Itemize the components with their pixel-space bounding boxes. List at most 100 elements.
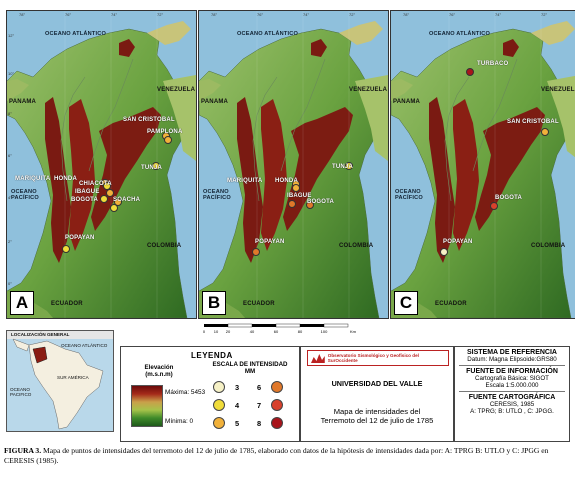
land-area xyxy=(199,28,380,318)
terrain-map xyxy=(391,11,575,318)
map-panel-b: 78° 76° 74° 72° OCEANO ATLÁNTICO PANAMA VENEZU… xyxy=(198,10,389,319)
longitude-tick: 76° xyxy=(257,12,264,17)
western-cordillera xyxy=(237,97,263,263)
intensity-item: 6 xyxy=(257,381,284,393)
city-marker[interactable] xyxy=(345,162,353,170)
western-cordillera xyxy=(429,97,455,263)
intensity-item: 5 xyxy=(213,417,239,429)
venezuela-land xyxy=(547,75,575,158)
scale-bar: 0 10 20 40 60 80 100 Km xyxy=(203,323,357,334)
terrain-map xyxy=(199,11,388,318)
river-0 xyxy=(88,58,134,172)
inset-atlantic-label: OCEANO ATLÁNTICO xyxy=(61,343,108,348)
atlantic-label: OCEANO ATLÁNTICO xyxy=(429,31,490,37)
intensity-swatch xyxy=(271,399,284,411)
cartographic-source-text-1: CERESIS, 1985 xyxy=(489,401,535,408)
river-1 xyxy=(444,76,470,202)
city-label: MARIQUITA xyxy=(15,176,51,182)
atlantic-label: OCEANO ATLÁNTICO xyxy=(45,31,106,37)
city-marker[interactable] xyxy=(100,195,108,203)
guajira-peninsula xyxy=(339,21,383,45)
city-label: BOGOTA xyxy=(71,197,99,203)
city-label: POPAYAN xyxy=(443,239,473,245)
longitude-tick: 78° xyxy=(211,12,218,17)
scale-tick-label: 60 xyxy=(274,329,279,334)
city-marker[interactable] xyxy=(252,248,260,256)
latitude-tick: 10° xyxy=(8,71,15,76)
legend-title: LEYENDA xyxy=(191,351,233,360)
longitude-tick: 78° xyxy=(403,12,410,17)
city-marker[interactable] xyxy=(110,204,118,212)
city-marker[interactable] xyxy=(164,136,172,144)
guajira-peninsula xyxy=(531,21,575,45)
info-source-heading: FUENTE DE INFORMACIÓN xyxy=(466,368,558,375)
colombia-label: COLOMBIA xyxy=(339,243,374,249)
central-cordillera xyxy=(453,99,479,251)
city-label: HONDA xyxy=(54,176,77,182)
scale-tick-label: 10 xyxy=(214,329,219,334)
panama-land xyxy=(391,79,413,101)
intensity-value: 4 xyxy=(235,400,240,410)
venezuela-label: VENEZUELA xyxy=(349,87,388,93)
inset-pacific-label: OCEANO PACIFICO xyxy=(10,387,32,397)
intensity-scale-title: ESCALA DE INTENSIDAD MM xyxy=(212,361,288,375)
city-label: IBAGUE xyxy=(75,189,100,195)
map-panel-a: 78° 76° 74° 72° 12° 10° 8° 6° 4° 2° 0° OCEANO ATLÁN… xyxy=(6,10,197,319)
city-marker[interactable] xyxy=(541,128,549,136)
western-cordillera xyxy=(45,97,71,263)
city-marker[interactable] xyxy=(152,162,160,170)
city-marker[interactable] xyxy=(114,198,122,206)
inset-title: LOCALIZACIÓN GENERAL xyxy=(11,332,70,337)
latitude-tick: 12° xyxy=(8,33,15,38)
pacific-label: OCEANO PACÍFICO xyxy=(203,189,231,201)
map-title: Mapa de intensidades del Terremoto del 1… xyxy=(320,407,434,425)
eastern-cordillera xyxy=(283,107,353,231)
intensity-value: 5 xyxy=(235,418,240,428)
city-marker[interactable] xyxy=(466,68,474,76)
city-label: BOGOTA xyxy=(307,199,335,205)
panama-label: PANAMA xyxy=(393,99,421,105)
pacific-label: OCEANO PACÍFICO xyxy=(11,189,39,201)
city-label: TURBACO xyxy=(477,61,509,67)
guajira-peninsula xyxy=(147,21,191,45)
sierra-nevada-santa-marta xyxy=(119,39,135,57)
land-area xyxy=(391,28,572,318)
university-box: Observatorio Sismológico y Geofísico del… xyxy=(300,346,454,442)
panel-letter: B xyxy=(202,291,226,315)
latitude-tick: 2° xyxy=(8,239,12,244)
reference-system-text: Datum: Magna Elipsoide:GRS80 xyxy=(467,356,557,363)
intensity-swatch xyxy=(213,417,225,429)
cartographic-source-heading: FUENTE CARTOGRÁFICA xyxy=(468,394,556,401)
info-source-text-1: Cartografía Básica: SIGOT xyxy=(475,375,549,382)
intensity-item: 4 xyxy=(213,399,239,411)
reference-box: SISTEMA DE REFERENCIA Datum: Magna Elips… xyxy=(454,346,570,442)
longitude-tick: 76° xyxy=(449,12,456,17)
venezuela-label: VENEZUELA xyxy=(541,87,575,93)
city-marker[interactable] xyxy=(292,184,300,192)
ecuador-label: ECUADOR xyxy=(435,301,467,307)
scale-tick-label: 20 xyxy=(226,329,231,334)
pacific-label: OCEANO PACÍFICO xyxy=(395,189,423,201)
intensity-swatch xyxy=(271,417,284,429)
panama-land xyxy=(7,79,29,101)
city-marker[interactable] xyxy=(490,202,498,210)
intensity-swatch xyxy=(213,381,225,393)
city-marker[interactable] xyxy=(306,201,314,209)
city-marker[interactable] xyxy=(62,245,70,253)
city-marker[interactable] xyxy=(440,248,448,256)
city-marker[interactable] xyxy=(106,189,114,197)
eastern-cordillera xyxy=(91,107,161,231)
river-1 xyxy=(60,76,86,202)
seismograph-icon xyxy=(311,354,325,363)
scale-tick-label: 40 xyxy=(250,329,255,334)
city-marker[interactable] xyxy=(288,200,296,208)
city-label: SAN CRISTOBAL xyxy=(123,117,175,123)
city-label: TUNJA xyxy=(141,165,163,171)
reference-system-heading: SISTEMA DE REFERENCIA xyxy=(467,349,557,356)
city-label: CHIACOTA xyxy=(79,181,112,187)
elevation-max-label: Máxima: 5453 xyxy=(165,389,206,396)
elevation-title: Elevación (m.s.n.m) xyxy=(144,364,174,378)
city-label: PAMPLONA xyxy=(147,129,183,135)
inset-south-america-label: SUR AMÉRICA xyxy=(57,375,89,380)
intensity-swatch xyxy=(271,381,284,393)
